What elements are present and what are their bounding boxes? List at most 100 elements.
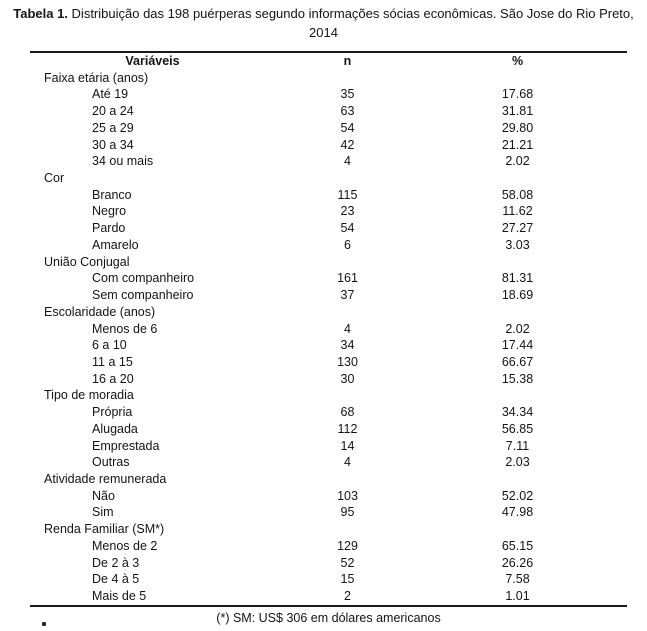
row-label: Sim bbox=[92, 505, 114, 520]
cell-pct: 52.02 bbox=[501, 488, 534, 503]
cell-pct: 21.21 bbox=[501, 137, 534, 152]
row-label: Outras bbox=[92, 455, 130, 470]
cell-pct: 17.68 bbox=[501, 87, 534, 102]
table-footnote: (*) SM: US$ 306 em dólares americanos bbox=[216, 611, 441, 625]
column-header-n: n bbox=[343, 54, 352, 68]
cell-n: 161 bbox=[337, 271, 358, 286]
row-label: Sem companheiro bbox=[92, 288, 194, 303]
section-cell-pct bbox=[420, 170, 615, 187]
column-header-pct: % bbox=[511, 54, 524, 68]
table-row: Mais de 5 2 1.01 bbox=[30, 588, 627, 605]
table-row: Com companheiro 161 81.31 bbox=[30, 270, 627, 287]
table-row: Menos de 2 129 65.15 bbox=[30, 538, 627, 555]
table-caption-label: Tabela 1. bbox=[13, 6, 68, 21]
section-label: Renda Familiar (SM*) bbox=[44, 522, 165, 537]
table-row: Outras 4 2.03 bbox=[30, 454, 627, 471]
cell-n: 34 bbox=[340, 338, 355, 353]
row-label: Negro bbox=[92, 204, 127, 219]
cell-pct: 27.27 bbox=[501, 221, 534, 236]
section-row: Renda Familiar (SM*) bbox=[30, 521, 627, 538]
cell-pct: 3.03 bbox=[505, 237, 530, 252]
section-cell-n bbox=[275, 521, 420, 538]
cell-pct: 18.69 bbox=[501, 288, 534, 303]
row-label: Com companheiro bbox=[92, 271, 195, 286]
section-cell-n bbox=[275, 254, 420, 271]
row-label: Amarelo bbox=[92, 237, 139, 252]
table-row: Alugada 112 56.85 bbox=[30, 421, 627, 438]
cell-n: 112 bbox=[337, 421, 358, 436]
section-row: Faixa etária (anos) bbox=[30, 70, 627, 87]
row-label: Branco bbox=[92, 187, 132, 202]
cell-n: 37 bbox=[340, 288, 355, 303]
section-label: Escolaridade (anos) bbox=[44, 304, 156, 319]
table-row: 20 a 24 63 31.81 bbox=[30, 103, 627, 120]
table-row: Sem companheiro 37 18.69 bbox=[30, 287, 627, 304]
cell-n: 54 bbox=[340, 221, 355, 236]
table-row: 6 a 10 34 17.44 bbox=[30, 337, 627, 354]
section-label: Cor bbox=[44, 171, 65, 186]
row-label: Emprestada bbox=[92, 438, 160, 453]
cell-pct: 65.15 bbox=[501, 538, 534, 553]
cell-pct: 56.85 bbox=[501, 421, 534, 436]
cell-pct: 66.67 bbox=[501, 354, 534, 369]
cell-n: 15 bbox=[340, 572, 355, 587]
cell-n: 2 bbox=[344, 589, 351, 603]
section-label: União Conjugal bbox=[44, 254, 130, 269]
cell-n: 129 bbox=[337, 538, 358, 553]
row-label: De 4 à 5 bbox=[92, 572, 140, 587]
cell-pct: 26.26 bbox=[501, 555, 534, 570]
section-cell-pct bbox=[420, 387, 615, 404]
section-row: Atividade remunerada bbox=[30, 471, 627, 488]
row-label: 25 a 29 bbox=[92, 120, 134, 135]
table-row: Até 19 35 17.68 bbox=[30, 86, 627, 103]
row-label: 20 a 24 bbox=[92, 104, 134, 119]
table-row: Pardo 54 27.27 bbox=[30, 220, 627, 237]
section-row: Cor bbox=[30, 170, 627, 187]
table-row: Amarelo 6 3.03 bbox=[30, 237, 627, 254]
data-table: Variáveis n % Faixa etária (anos) Até 19 3… bbox=[30, 51, 627, 607]
row-label: Menos de 2 bbox=[92, 538, 158, 553]
row-label: Alugada bbox=[92, 421, 138, 436]
row-label: Pardo bbox=[92, 221, 126, 236]
cell-n: 54 bbox=[340, 120, 355, 135]
cell-n: 68 bbox=[340, 405, 355, 420]
row-label: Própria bbox=[92, 405, 133, 420]
cell-n: 4 bbox=[344, 455, 351, 470]
cell-pct: 47.98 bbox=[501, 505, 534, 520]
section-row: Tipo de moradia bbox=[30, 387, 627, 404]
cell-pct: 81.31 bbox=[501, 271, 534, 286]
table-row: Menos de 6 4 2.02 bbox=[30, 321, 627, 338]
cell-pct: 1.01 bbox=[505, 589, 530, 603]
section-label: Faixa etária (anos) bbox=[44, 70, 149, 85]
cell-n: 4 bbox=[344, 154, 351, 169]
cell-pct: 34.34 bbox=[501, 405, 534, 420]
section-row: Escolaridade (anos) bbox=[30, 304, 627, 321]
table-caption-year: 2014 bbox=[309, 25, 338, 40]
table-row: 11 a 15 130 66.67 bbox=[30, 354, 627, 371]
section-cell-n bbox=[275, 170, 420, 187]
table-caption: Tabela 1. Distribuição das 198 puérperas… bbox=[0, 5, 647, 22]
table-row: Própria 68 34.34 bbox=[30, 404, 627, 421]
row-label: 30 a 34 bbox=[92, 137, 134, 152]
section-label: Tipo de moradia bbox=[44, 388, 134, 403]
section-label: Atividade remunerada bbox=[44, 471, 167, 486]
section-cell-pct bbox=[420, 471, 615, 488]
cell-n: 130 bbox=[337, 354, 358, 369]
cell-pct: 31.81 bbox=[501, 104, 534, 119]
section-cell-n bbox=[275, 387, 420, 404]
table-caption-text: Distribuição das 198 puérperas segundo i… bbox=[71, 6, 634, 21]
cell-pct: 29.80 bbox=[501, 120, 534, 135]
cell-pct: 58.08 bbox=[501, 187, 534, 202]
cell-n: 115 bbox=[337, 187, 358, 202]
row-label: 11 a 15 bbox=[92, 354, 133, 369]
row-label: Não bbox=[92, 488, 115, 503]
section-cell-pct bbox=[420, 254, 615, 271]
cell-n: 35 bbox=[340, 87, 355, 102]
row-label: Até 19 bbox=[92, 87, 129, 102]
cell-n: 52 bbox=[340, 555, 355, 570]
section-cell-n bbox=[275, 471, 420, 488]
table-row: De 4 à 5 15 7.58 bbox=[30, 571, 627, 588]
cell-n: 103 bbox=[337, 488, 358, 503]
table-row: 34 ou mais 4 2.02 bbox=[30, 153, 627, 170]
cell-pct: 11.62 bbox=[502, 204, 533, 219]
